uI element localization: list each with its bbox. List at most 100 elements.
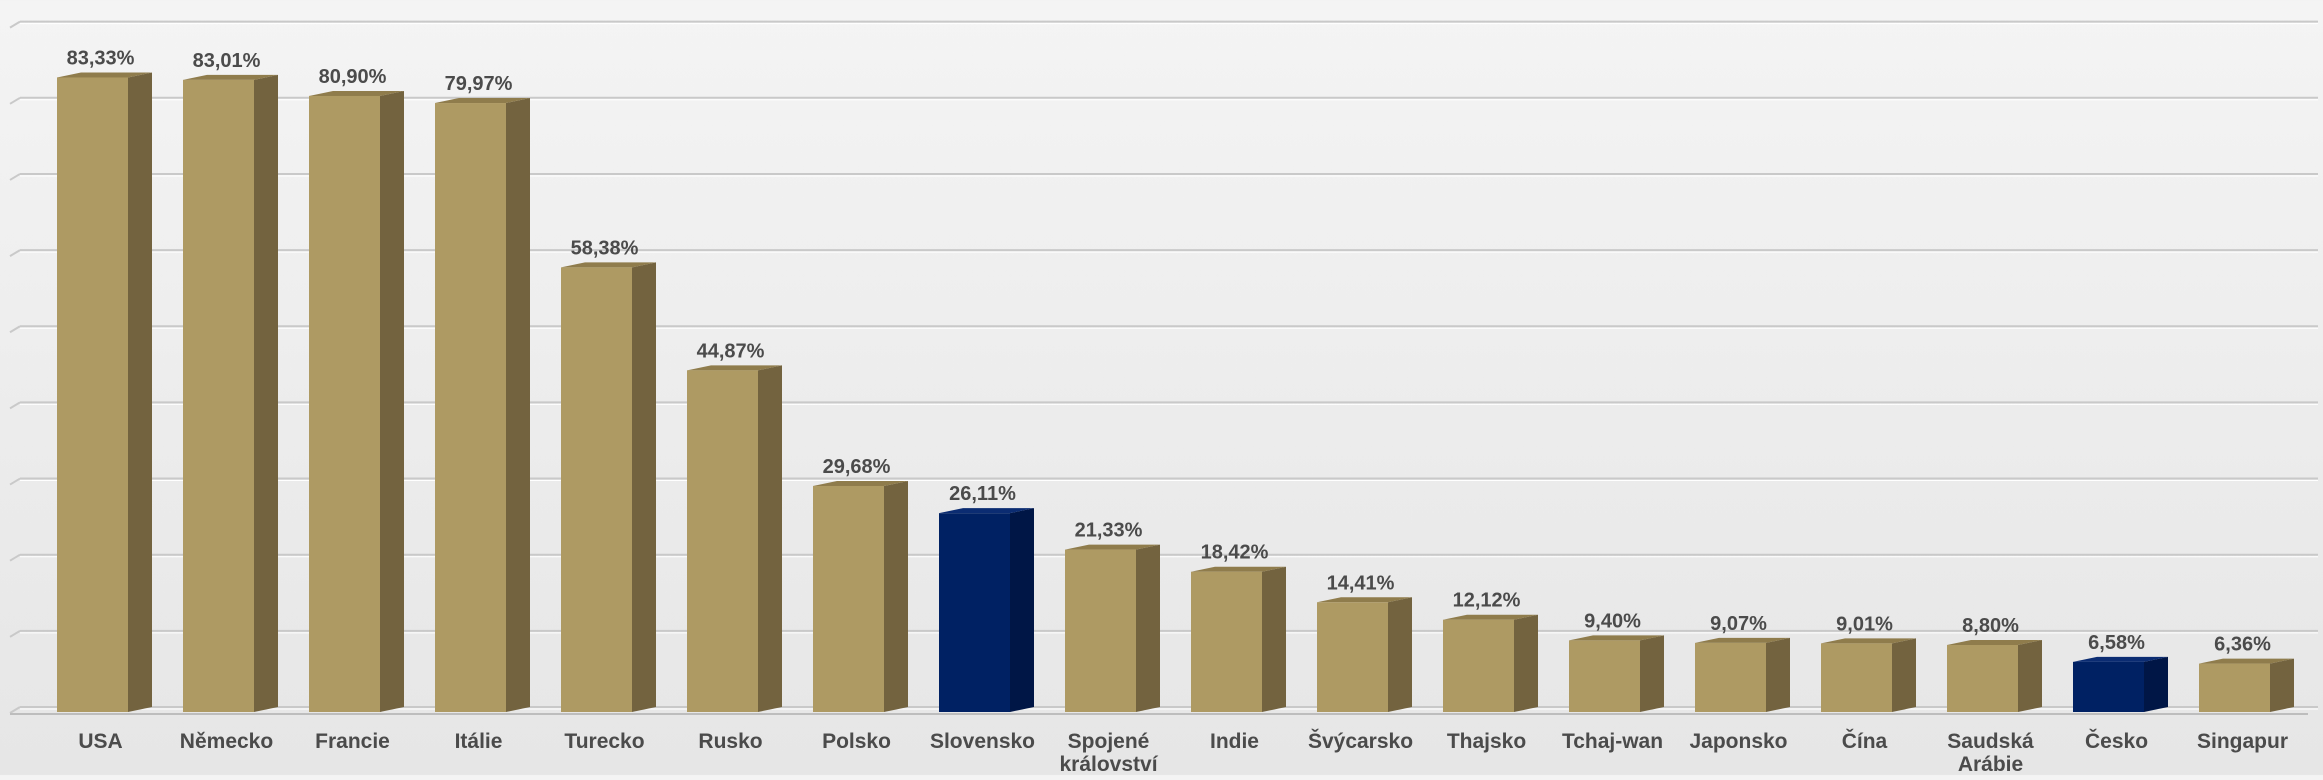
bar-side [2270, 658, 2294, 712]
bar [183, 74, 278, 713]
x-tick-label: Singapur [2197, 730, 2288, 753]
bar-front [2073, 661, 2144, 712]
x-tick-label: Německo [180, 730, 273, 753]
bar-front [1947, 644, 2018, 712]
bar-top [57, 72, 152, 78]
data-label: 8,80% [1962, 615, 2019, 637]
bar-front [1569, 640, 1640, 712]
bar-top [1569, 635, 1664, 641]
bar-top [687, 365, 782, 371]
bar-side [128, 72, 152, 713]
data-label: 83,01% [193, 50, 261, 72]
value-labels: 83,33% 83,01% 80,90% 79,97% 58,38% 44,87% 29,6… [67, 47, 2271, 655]
x-tick-label: Francie [315, 730, 390, 753]
x-tick-label-line: Indie [1210, 730, 1259, 753]
bar-front [435, 103, 506, 713]
x-tick-label-line: USA [78, 730, 122, 753]
bar-top [1065, 544, 1160, 550]
x-tick-label-line: Singapur [2197, 730, 2288, 753]
bar-side [1514, 614, 1538, 712]
data-label: 6,36% [2214, 634, 2271, 656]
gridline-depth-edge [9, 629, 21, 638]
gridline-depth-edge [9, 20, 21, 29]
x-tick-label-line: Arábie [1958, 753, 2023, 775]
bar-top [1947, 639, 2042, 645]
data-label: 9,01% [1836, 613, 1893, 635]
x-tick-label-line: Německo [180, 730, 273, 753]
bar-front [183, 79, 254, 713]
bar-side [1766, 637, 1790, 712]
gridline-depth-edge [9, 401, 21, 410]
data-label: 6,58% [2088, 632, 2145, 654]
x-tick-label-line: Česko [2085, 729, 2148, 753]
bar-front [2199, 663, 2270, 712]
bar [1821, 638, 1916, 712]
data-label: 14,41% [1327, 572, 1395, 594]
category-labels: USA Německo Francie Itálie Turecko Rusko Polsk… [78, 729, 2288, 776]
x-tick-label: Rusko [698, 730, 762, 753]
bar-front [1065, 549, 1136, 712]
bar [1569, 635, 1664, 712]
bar-top [813, 480, 908, 486]
bar-side [1640, 635, 1664, 712]
x-tick-label: USA [78, 730, 122, 753]
bar-top [2073, 656, 2168, 662]
data-label: 18,42% [1201, 542, 1269, 564]
data-label: 9,40% [1584, 610, 1641, 632]
x-tick-label: Turecko [564, 730, 644, 753]
x-tick-label-line: Slovensko [930, 730, 1035, 753]
bar-front [309, 95, 380, 712]
bar-front [1443, 619, 1514, 712]
bar-top [2199, 658, 2294, 664]
gridline-depth-edge [9, 477, 21, 486]
gridline-depth-edge [9, 96, 21, 105]
bar-top [1695, 637, 1790, 643]
x-tick-label-line: Saudská [1947, 730, 2034, 753]
bar [813, 480, 908, 712]
bar-top [939, 508, 1034, 514]
bar-front [57, 77, 128, 713]
x-tick-label: Česko [2085, 729, 2148, 753]
data-label: 26,11% [949, 483, 1016, 505]
bar [2199, 658, 2294, 712]
bar-side [884, 480, 908, 712]
bar-front [1317, 602, 1388, 712]
x-tick-label: Polsko [822, 730, 891, 753]
bar [687, 365, 782, 712]
data-label: 12,12% [1453, 590, 1521, 612]
bar-side [1136, 544, 1160, 712]
x-tick-label: Tchaj-wan [1562, 730, 1663, 753]
bar [435, 98, 530, 713]
bar-side [758, 365, 782, 712]
gridline-depth-edge [9, 249, 21, 257]
x-tick-label-line: Čína [1842, 729, 1888, 753]
bar [1317, 597, 1412, 712]
gridline-depth-edge [9, 553, 21, 562]
data-label: 80,90% [319, 66, 387, 88]
bar-side [1892, 638, 1916, 712]
data-label: 21,33% [1075, 520, 1143, 542]
x-tick-label-line: království [1059, 753, 1158, 775]
bar-side [632, 262, 656, 712]
bar-top [1191, 566, 1286, 572]
bar [561, 262, 656, 712]
bar [57, 72, 152, 713]
bar-side [254, 74, 278, 713]
bar-front [561, 267, 632, 712]
bar-side [1262, 566, 1286, 712]
data-label: 9,07% [1710, 613, 1767, 635]
bar-top [1821, 638, 1916, 644]
x-tick-label: Spojené království [1059, 730, 1158, 775]
bar [309, 90, 404, 712]
x-tick-label-line: Švýcarsko [1308, 729, 1413, 753]
bar-top [435, 98, 530, 104]
bars [57, 72, 2294, 713]
x-tick-label: Indie [1210, 730, 1259, 753]
x-tick-label-line: Rusko [698, 730, 762, 753]
x-tick-label: Slovensko [930, 730, 1035, 753]
x-tick-label: Čína [1842, 729, 1888, 753]
x-tick-label: Japonsko [1689, 730, 1787, 753]
x-tick-label: Thajsko [1447, 730, 1526, 753]
